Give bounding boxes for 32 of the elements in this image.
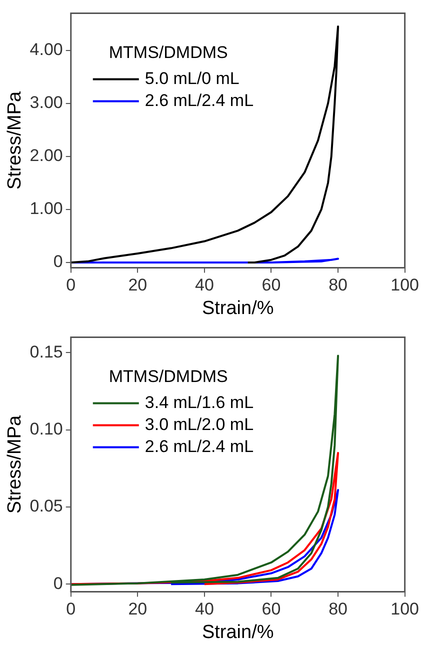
legend-label: 5.0 mL/0 mL	[144, 68, 240, 88]
x-tick-label: 80	[328, 600, 348, 619]
y-tick-label: 0.15	[30, 342, 63, 362]
y-tick-label: 4.00	[30, 40, 63, 60]
x-axis-title: Strain/%	[202, 622, 274, 643]
y-tick-label: 0	[53, 574, 63, 593]
x-tick-label: 20	[128, 276, 148, 295]
x-tick-label: 20	[128, 600, 148, 619]
y-tick-label: 0.10	[30, 419, 63, 438]
legend-label: 3.0 mL/2.0 mL	[144, 414, 254, 434]
y-tick-label: 2.00	[30, 146, 63, 166]
x-tick-label: 100	[390, 600, 420, 619]
x-tick-label: 0	[66, 276, 76, 295]
x-tick-label: 0	[66, 600, 76, 619]
x-tick-label: 60	[262, 600, 281, 619]
legend-title: MTMS/DMDMS	[108, 42, 228, 62]
y-axis-title: Stress/MPa	[4, 414, 26, 514]
y-tick-label: 0.05	[30, 496, 63, 516]
legend-label: 2.6 mL/2.4 mL	[144, 436, 254, 456]
x-tick-label: 40	[195, 600, 214, 619]
legend-label: 2.6 mL/2.4 mL	[144, 90, 254, 110]
x-tick-label: 100	[390, 276, 420, 295]
x-tick-label: 40	[195, 276, 214, 295]
y-tick-label: 3.00	[30, 93, 63, 112]
x-tick-label: 80	[328, 276, 348, 295]
y-axis-title: Stress/MPa	[4, 90, 26, 190]
x-axis-title: Strain/%	[202, 298, 274, 319]
legend-title: MTMS/DMDMS	[108, 366, 228, 386]
y-tick-label: 0	[53, 252, 63, 272]
x-tick-label: 60	[262, 276, 281, 295]
y-tick-label: 1.00	[30, 199, 63, 218]
legend-label: 3.4 mL/1.6 mL	[144, 392, 254, 412]
